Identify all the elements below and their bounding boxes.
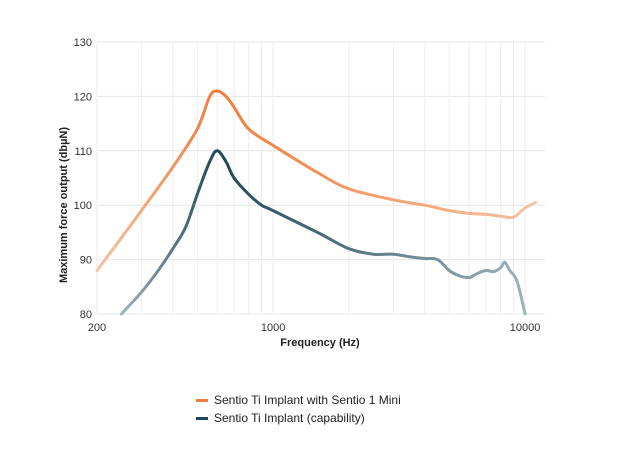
tick-labels: 80 90 100 110 120 130 200 1000 10000	[74, 37, 541, 334]
y-axis-label: Maximum force output (dbµN)	[58, 127, 70, 283]
series-line-2	[119, 149, 527, 316]
legend-label-series-2: Sentio Ti Implant (capability)	[214, 411, 365, 425]
x-tick-label: 1000	[261, 322, 285, 334]
y-tick-label: 130	[74, 37, 92, 49]
legend-item-series-2: Sentio Ti Implant (capability)	[196, 409, 401, 427]
series-line-1	[95, 89, 537, 272]
x-axis-label: Frequency (Hz)	[280, 337, 360, 349]
x-tick-label: 200	[88, 322, 106, 334]
y-tick-label: 100	[74, 200, 92, 212]
y-tick-label: 110	[74, 146, 92, 158]
legend-swatch-orange	[196, 398, 208, 402]
y-tick-label: 90	[80, 255, 92, 267]
legend-label-series-1: Sentio Ti Implant with Sentio 1 Mini	[214, 393, 401, 407]
y-tick-label: 120	[74, 91, 92, 103]
series-layer	[95, 89, 537, 316]
legend: Sentio Ti Implant with Sentio 1 Mini Sen…	[196, 391, 401, 427]
x-tick-label: 10000	[510, 322, 541, 334]
legend-swatch-navy	[196, 416, 208, 420]
legend-item-series-1: Sentio Ti Implant with Sentio 1 Mini	[196, 391, 401, 409]
y-tick-label: 80	[80, 309, 92, 321]
